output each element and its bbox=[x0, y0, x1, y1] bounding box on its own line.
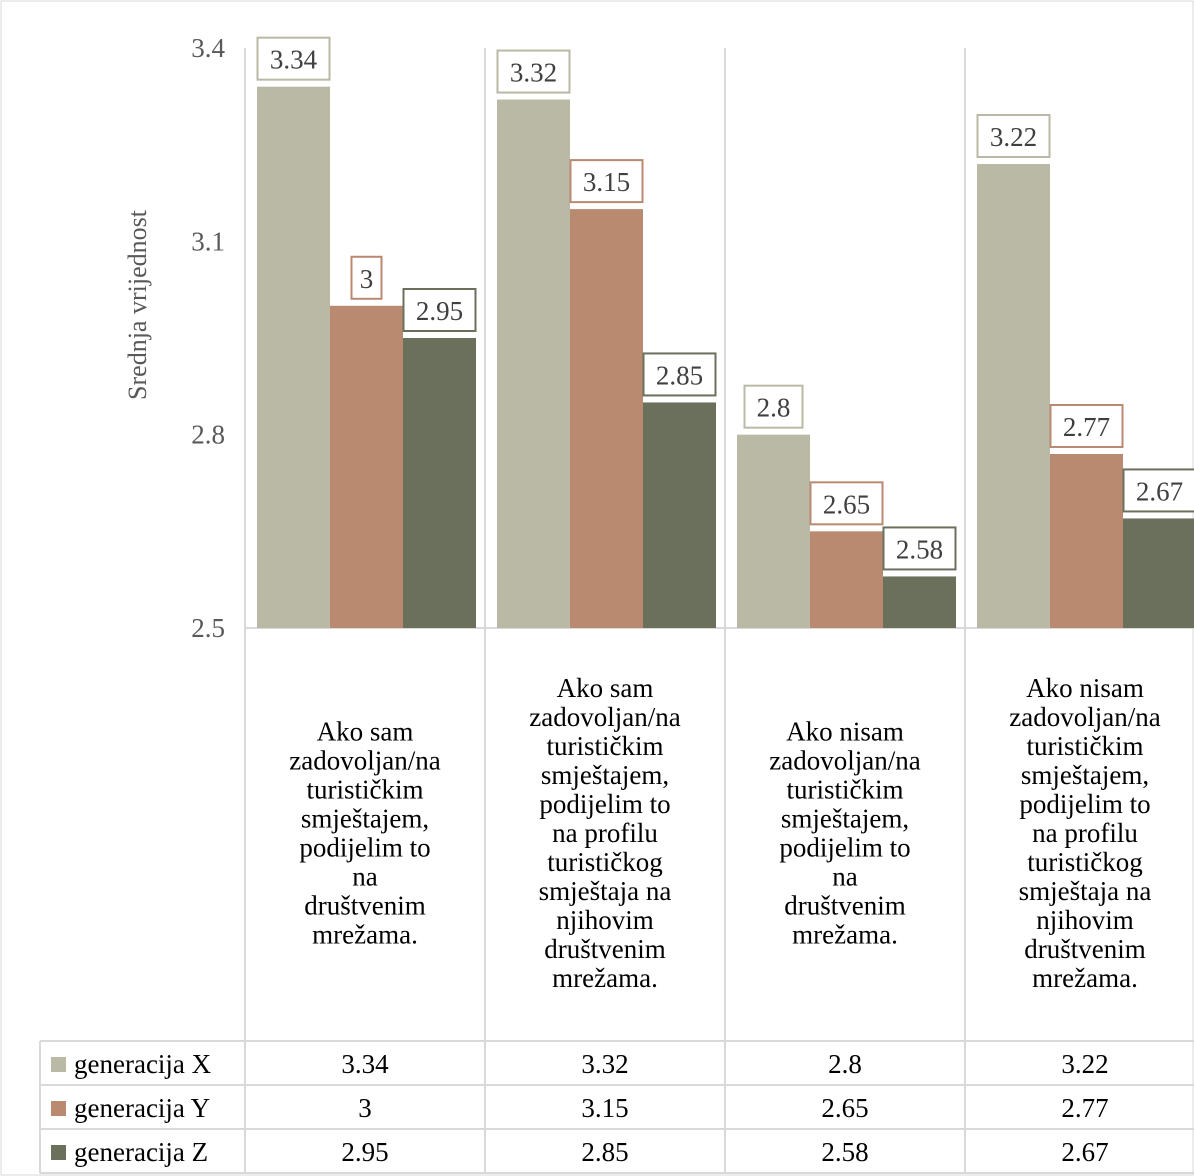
category-label: društvenim bbox=[304, 891, 426, 921]
y-tick-label: 2.5 bbox=[191, 613, 225, 643]
legend-label: generacija Z bbox=[74, 1137, 208, 1167]
category-label: smještaja na bbox=[539, 876, 672, 906]
category-label: društvenim bbox=[544, 934, 666, 964]
table-cell: 2.77 bbox=[1061, 1093, 1108, 1123]
data-label-box bbox=[642, 352, 717, 397]
category-label: smještajem, bbox=[301, 804, 429, 834]
bar bbox=[330, 305, 403, 628]
data-label-box bbox=[743, 384, 804, 429]
data-label-box bbox=[882, 526, 957, 571]
table-cell: 2.58 bbox=[821, 1137, 868, 1167]
data-label-box bbox=[402, 288, 477, 332]
category-label: smještajem, bbox=[781, 804, 909, 834]
data-label-box bbox=[809, 481, 884, 526]
category-label: podijelim to bbox=[539, 789, 670, 819]
bar bbox=[1050, 454, 1123, 628]
table-cell: 3.15 bbox=[581, 1093, 628, 1123]
category-label: Ako sam bbox=[317, 717, 414, 747]
category-label: zadovoljan/na bbox=[1009, 702, 1160, 732]
y-tick-label: 3.1 bbox=[191, 226, 225, 256]
category-label: Ako nisam bbox=[1026, 673, 1144, 703]
legend-label: generacija X bbox=[74, 1049, 212, 1079]
category-label: zadovoljan/na bbox=[769, 746, 920, 776]
category-label: na bbox=[832, 862, 858, 892]
table-cell: 3 bbox=[358, 1093, 372, 1123]
category-label: turističkog bbox=[547, 847, 663, 877]
bar bbox=[570, 209, 643, 628]
category-label: podijelim to bbox=[299, 833, 430, 863]
category-label: na bbox=[352, 862, 378, 892]
data-label-box bbox=[350, 255, 383, 300]
data-label-box bbox=[1122, 468, 1194, 513]
category-label: njihovim bbox=[556, 905, 654, 935]
category-label: društvenim bbox=[1024, 934, 1146, 964]
category-label: podijelim to bbox=[1019, 789, 1150, 819]
table-cell: 2.67 bbox=[1061, 1137, 1108, 1167]
y-tick-label: 2.8 bbox=[191, 420, 225, 450]
table-cell: 3.32 bbox=[581, 1049, 628, 1079]
category-label: zadovoljan/na bbox=[289, 746, 440, 776]
category-label: Ako sam bbox=[557, 673, 654, 703]
category-label: turističkim bbox=[307, 775, 424, 805]
category-label: turističkim bbox=[1027, 731, 1144, 761]
category-label: smještajem, bbox=[541, 760, 669, 790]
bar bbox=[883, 576, 956, 628]
data-label: 2.85 bbox=[656, 360, 703, 390]
category-label: turističkog bbox=[1027, 847, 1143, 877]
table-cell: 2.95 bbox=[341, 1137, 388, 1167]
bar bbox=[643, 402, 716, 628]
y-tick-label: 3.4 bbox=[191, 33, 225, 63]
category-label: mrežama. bbox=[792, 920, 898, 950]
category-label: Ako nisam bbox=[786, 717, 904, 747]
legend-label: generacija Y bbox=[74, 1093, 210, 1123]
y-axis-title: Srednja vrijednost bbox=[123, 209, 152, 400]
bar bbox=[737, 434, 810, 628]
data-label: 3.15 bbox=[583, 167, 630, 197]
category-label: podijelim to bbox=[779, 833, 910, 863]
legend-swatch bbox=[51, 1101, 66, 1116]
category-label: na profilu bbox=[552, 818, 658, 848]
table-cell: 3.22 bbox=[1061, 1049, 1108, 1079]
data-label: 3.22 bbox=[990, 122, 1037, 152]
data-label-box bbox=[1049, 404, 1124, 448]
category-label: mrežama. bbox=[1032, 963, 1138, 993]
category-label: turističkim bbox=[547, 731, 664, 761]
category-label: smještaja na bbox=[1019, 876, 1152, 906]
bar bbox=[810, 531, 883, 628]
category-label: društvenim bbox=[784, 891, 906, 921]
category-label: smještajem, bbox=[1021, 760, 1149, 790]
category-label: na profilu bbox=[1032, 818, 1138, 848]
legend-swatch bbox=[51, 1057, 66, 1072]
category-label: zadovoljan/na bbox=[529, 702, 680, 732]
data-label: 2.58 bbox=[896, 534, 943, 564]
data-label-box bbox=[496, 49, 571, 94]
data-label: 2.77 bbox=[1063, 412, 1110, 442]
table-cell: 2.65 bbox=[821, 1093, 868, 1123]
data-label: 3.32 bbox=[510, 58, 557, 88]
data-label: 2.8 bbox=[757, 393, 791, 423]
data-label: 2.67 bbox=[1136, 476, 1183, 506]
data-label-box bbox=[976, 114, 1051, 158]
data-label: 2.95 bbox=[416, 296, 463, 326]
legend-swatch bbox=[51, 1145, 66, 1160]
data-label-box bbox=[256, 36, 331, 81]
category-label: mrežama. bbox=[312, 920, 418, 950]
bar bbox=[1123, 518, 1194, 628]
category-label: njihovim bbox=[1036, 905, 1134, 935]
data-label: 2.65 bbox=[823, 489, 870, 519]
table-cell: 2.85 bbox=[581, 1137, 628, 1167]
bar bbox=[977, 164, 1050, 628]
bar bbox=[257, 86, 330, 628]
data-label: 3.34 bbox=[270, 45, 318, 75]
category-label: turističkim bbox=[787, 775, 904, 805]
bar bbox=[403, 338, 476, 628]
data-label-box bbox=[569, 159, 644, 204]
bar bbox=[497, 99, 570, 629]
category-label: mrežama. bbox=[552, 963, 658, 993]
data-label: 3 bbox=[360, 264, 374, 294]
table-cell: 3.34 bbox=[341, 1049, 389, 1079]
table-cell: 2.8 bbox=[828, 1049, 862, 1079]
